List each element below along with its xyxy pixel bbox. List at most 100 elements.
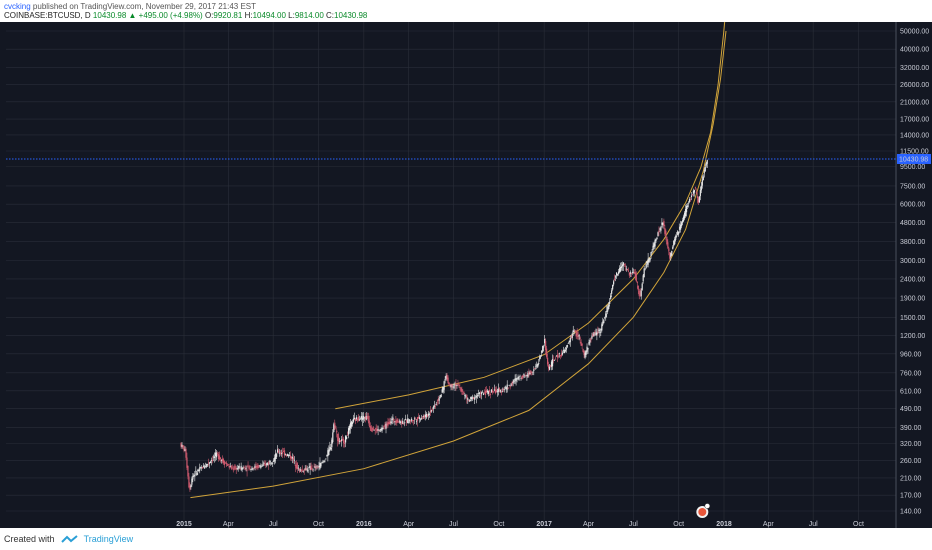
candle-body xyxy=(354,418,357,422)
candle-body xyxy=(454,384,456,386)
low-label: L: xyxy=(288,11,295,20)
candle-body xyxy=(569,338,571,343)
y-tick-label: 170.00 xyxy=(900,493,922,500)
candle-body xyxy=(577,335,579,337)
candle-body xyxy=(538,362,540,364)
candle-body xyxy=(272,462,274,464)
candle-body xyxy=(620,266,623,269)
candle-body xyxy=(501,391,503,392)
candle-body xyxy=(505,388,507,389)
candle-body xyxy=(567,342,569,344)
candle-body xyxy=(614,278,616,281)
candle-body xyxy=(278,452,281,454)
candle-body xyxy=(597,331,599,333)
candle-body xyxy=(353,417,356,420)
candle-body xyxy=(635,273,637,282)
candle-body xyxy=(334,422,336,426)
candle-body xyxy=(399,420,401,423)
candle-body xyxy=(425,413,428,418)
candle-body xyxy=(313,466,315,468)
candle-body xyxy=(282,451,285,453)
candle-body xyxy=(519,375,521,377)
candle-body xyxy=(514,378,516,380)
candle-body xyxy=(355,417,358,420)
candle-body xyxy=(651,251,653,253)
candle-body xyxy=(412,420,415,421)
candle-body xyxy=(206,463,208,467)
candle-body xyxy=(228,466,230,468)
price-axis[interactable]: 50000.00 40000.00 32000.00 26000.00 21000.00… xyxy=(895,22,932,528)
event-marker[interactable] xyxy=(696,503,711,519)
chart-area[interactable]: 50000.00 40000.00 32000.00 26000.00 21000.00… xyxy=(0,22,932,528)
candle-body xyxy=(573,330,575,333)
candle-body xyxy=(314,466,316,468)
candle-body xyxy=(611,290,613,294)
candle-body xyxy=(364,416,366,419)
candle-body xyxy=(336,430,338,433)
candle-body xyxy=(413,418,416,420)
candle-body xyxy=(197,469,199,472)
candle-body xyxy=(541,350,543,353)
candle-body xyxy=(669,252,671,259)
candle-body xyxy=(444,379,446,381)
candle-body xyxy=(634,272,636,278)
candle-body xyxy=(602,321,604,325)
candle-body xyxy=(483,392,486,394)
candle-body xyxy=(472,396,474,398)
candle-body xyxy=(571,333,573,338)
candle-body xyxy=(345,436,347,443)
candle-body xyxy=(576,331,578,336)
chart-svg[interactable]: 50000.00 40000.00 32000.00 26000.00 21000.00… xyxy=(0,22,932,528)
candle-body xyxy=(358,419,361,421)
candle-body xyxy=(657,232,659,237)
candle-body xyxy=(340,440,342,442)
candle-body xyxy=(534,367,536,369)
candle-body xyxy=(290,456,293,459)
y-tick-label: 1200.00 xyxy=(900,333,925,340)
y-tick-label: 760.00 xyxy=(900,370,922,377)
published-text: published on TradingView.com, November 2… xyxy=(32,2,257,11)
candle-body xyxy=(583,350,585,356)
candle-body xyxy=(255,466,257,468)
candle-body xyxy=(393,419,395,421)
candle-body xyxy=(203,465,205,468)
candle-body xyxy=(544,339,546,344)
candle-body xyxy=(584,352,586,358)
candle-body xyxy=(686,205,689,207)
candle-body xyxy=(679,226,681,230)
candle-body xyxy=(382,428,384,430)
candle-body xyxy=(556,354,559,358)
candle-body xyxy=(446,375,448,380)
candle-body xyxy=(596,331,598,335)
candle-body xyxy=(181,444,183,447)
candle-body xyxy=(559,355,562,357)
candle-body xyxy=(403,423,405,425)
candle-body xyxy=(339,441,341,443)
candle-body xyxy=(410,420,412,422)
candle-body xyxy=(212,456,215,458)
candle-body xyxy=(498,388,500,390)
candle-body xyxy=(198,469,200,472)
tradingview-brand[interactable]: TradingView xyxy=(83,534,134,544)
author-link[interactable]: cvcking xyxy=(4,2,31,11)
candle-body xyxy=(433,405,435,408)
candle-body xyxy=(621,264,624,267)
candle-body xyxy=(441,389,443,393)
candle-body xyxy=(675,236,677,240)
candle-body xyxy=(210,460,213,461)
candle-body xyxy=(375,428,377,429)
candle-body xyxy=(516,378,518,380)
candle-body xyxy=(703,170,705,174)
time-axis[interactable]: 2015 Apr Jul Oct 2016 Apr Jul Oct 2017 Apr Jul Oct 2… xyxy=(176,521,864,528)
candle-body xyxy=(691,194,694,196)
candle-body xyxy=(434,405,436,407)
candle-body xyxy=(366,416,368,419)
candle-body xyxy=(326,455,328,456)
candle-body xyxy=(582,348,584,352)
candle-body xyxy=(201,467,203,469)
candle-body xyxy=(297,467,299,469)
candle-body xyxy=(402,420,404,424)
candle-body xyxy=(622,262,625,266)
candle-body xyxy=(493,389,496,391)
candle-body xyxy=(595,332,597,336)
